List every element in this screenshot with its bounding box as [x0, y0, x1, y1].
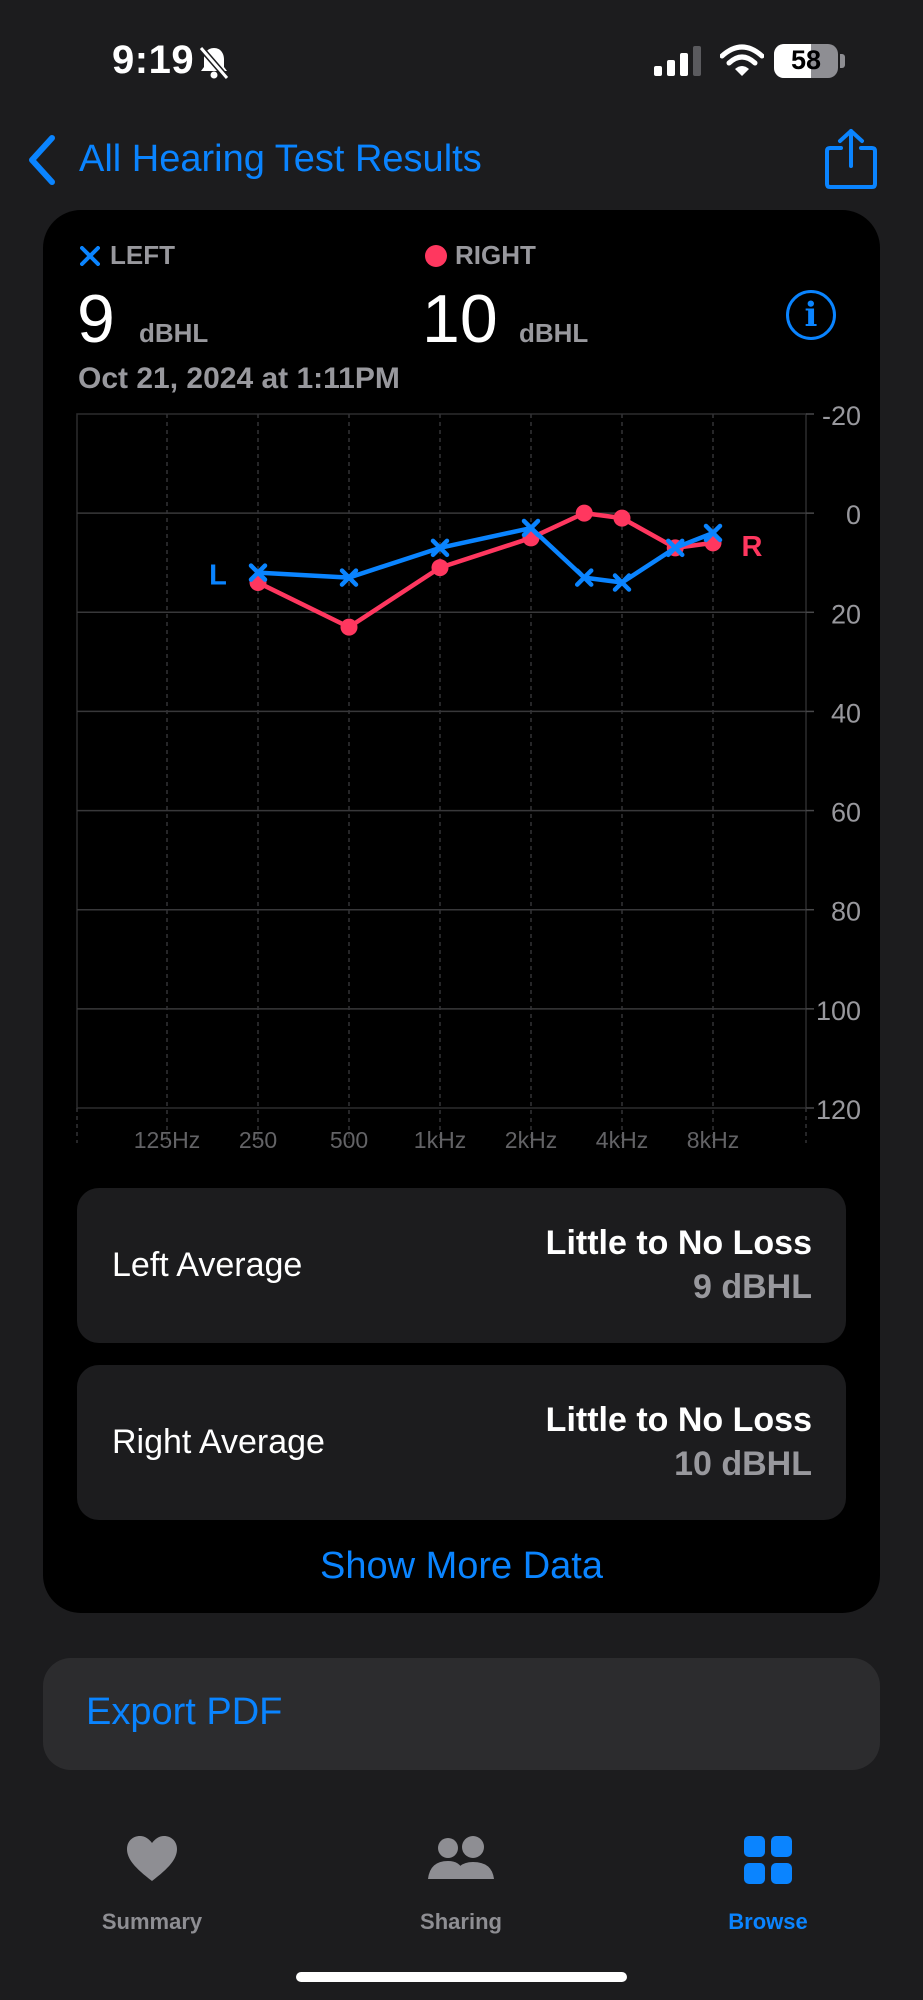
show-more-data-button[interactable]: Show More Data	[319, 1545, 603, 1587]
heart-icon	[127, 1836, 177, 1881]
plot-frame	[76, 413, 807, 1109]
series-line-left	[255, 525, 716, 585]
left-average-label: Left Average	[112, 1246, 303, 1284]
cellular-signal-icon	[654, 46, 701, 76]
tab-browse[interactable]: Browse	[668, 1835, 868, 1934]
grid-icon	[744, 1836, 792, 1884]
x-tick-label: 8kHz	[687, 1127, 739, 1153]
tab-sharing-label: Sharing	[420, 1909, 502, 1934]
x-tick-label: 250	[239, 1127, 277, 1153]
home-indicator[interactable]	[296, 1972, 627, 1982]
y-tick-label: 100	[816, 996, 861, 1026]
y-tick-label: 0	[846, 500, 861, 530]
audiogram-chart: -20 0 20 40 60 80 100 120 125Hz 250 500 1kHz 2kHz 4kH…	[76, 401, 861, 1153]
status-time: 9:19	[112, 38, 195, 82]
tab-browse-label: Browse	[728, 1909, 808, 1934]
data-point-right	[575, 504, 593, 522]
x-tick-label: 2kHz	[505, 1127, 557, 1153]
test-date: Oct 21, 2024 at 1:11PM	[78, 362, 400, 395]
y-tick-label: 40	[831, 698, 861, 728]
back-button[interactable]: All Hearing Test Results	[79, 138, 482, 180]
y-tick-label: 120	[816, 1095, 861, 1125]
export-pdf-button[interactable]: Export PDF	[43, 1658, 880, 1770]
left-legend-label: LEFT	[110, 240, 175, 270]
tab-sharing[interactable]: Sharing	[361, 1835, 561, 1934]
y-tick-label: 60	[831, 798, 861, 828]
battery-percent: 58	[790, 45, 822, 75]
right-legend-label: RIGHT	[455, 240, 536, 270]
x-tick-label: 125Hz	[134, 1127, 200, 1153]
series-line-right	[255, 510, 716, 630]
right-ear-dot-icon	[425, 245, 447, 267]
data-point-left	[703, 523, 723, 543]
battery-icon: 58	[774, 44, 838, 78]
left-average-row: Left Average Little to No Loss 9 dBHL	[77, 1188, 846, 1343]
y-tick-label: 20	[831, 599, 861, 629]
tab-summary-label: Summary	[101, 1909, 203, 1934]
data-point-left	[248, 563, 268, 582]
silent-bell-icon	[198, 46, 230, 80]
data-point-left	[612, 573, 632, 592]
data-point-left	[574, 568, 594, 587]
data-point-left	[430, 538, 450, 558]
data-point-right	[340, 618, 358, 636]
left-value: 9	[77, 281, 115, 357]
right-unit: dBHL	[519, 318, 589, 348]
left-average-status: Little to No Loss	[545, 1224, 812, 1262]
left-ear-x-icon	[80, 246, 100, 266]
series-label-right: R	[742, 531, 763, 563]
series-label-left: L	[209, 560, 227, 592]
back-chevron-icon[interactable]	[24, 134, 58, 186]
x-tick-label: 500	[330, 1127, 368, 1153]
tab-summary[interactable]: Summary	[52, 1835, 252, 1934]
data-point-left	[665, 538, 685, 558]
wifi-icon	[720, 44, 764, 76]
data-point-left	[521, 518, 541, 538]
info-button[interactable]: i	[786, 290, 836, 340]
right-average-row: Right Average Little to No Loss 10 dBHL	[77, 1365, 846, 1520]
left-unit: dBHL	[139, 318, 209, 348]
data-point-right	[431, 559, 449, 577]
right-average-status: Little to No Loss	[545, 1401, 812, 1439]
y-tick-label: 80	[831, 897, 861, 927]
left-average-value: 9 dBHL	[693, 1268, 812, 1306]
data-point-right	[613, 509, 631, 527]
right-value: 10	[422, 281, 498, 357]
x-tick-label: 1kHz	[414, 1127, 466, 1153]
right-average-value: 10 dBHL	[674, 1445, 812, 1483]
people-icon	[428, 1836, 494, 1879]
y-tick-label: -20	[822, 401, 861, 431]
data-point-left	[339, 568, 359, 587]
x-tick-label: 4kHz	[596, 1127, 648, 1153]
share-icon[interactable]	[824, 128, 878, 190]
export-pdf-label: Export PDF	[86, 1691, 283, 1733]
right-average-label: Right Average	[112, 1423, 325, 1461]
battery-tip	[840, 54, 845, 68]
